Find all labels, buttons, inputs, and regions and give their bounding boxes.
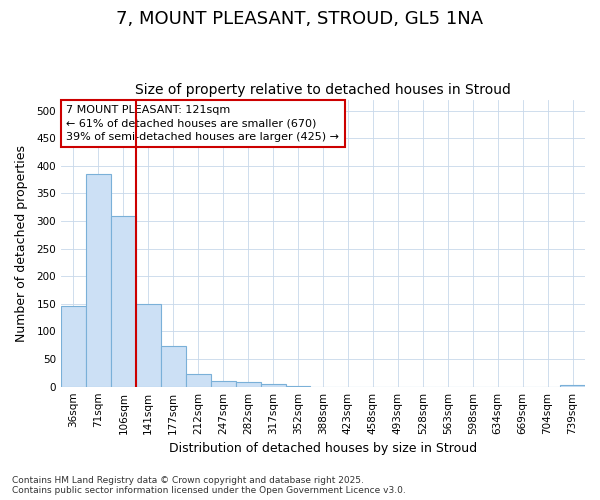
- Bar: [86, 174, 111, 386]
- X-axis label: Distribution of detached houses by size in Stroud: Distribution of detached houses by size …: [169, 442, 477, 455]
- Bar: [111, 216, 136, 386]
- Bar: [236, 382, 260, 386]
- Text: 7, MOUNT PLEASANT, STROUD, GL5 1NA: 7, MOUNT PLEASANT, STROUD, GL5 1NA: [116, 10, 484, 28]
- Text: Contains HM Land Registry data © Crown copyright and database right 2025.
Contai: Contains HM Land Registry data © Crown c…: [12, 476, 406, 495]
- Bar: [211, 381, 236, 386]
- Bar: [186, 374, 211, 386]
- Bar: [136, 304, 161, 386]
- Title: Size of property relative to detached houses in Stroud: Size of property relative to detached ho…: [135, 83, 511, 97]
- Text: 7 MOUNT PLEASANT: 121sqm
← 61% of detached houses are smaller (670)
39% of semi-: 7 MOUNT PLEASANT: 121sqm ← 61% of detach…: [66, 106, 339, 142]
- Bar: [61, 306, 86, 386]
- Bar: [161, 346, 186, 387]
- Bar: [260, 384, 286, 386]
- Bar: [560, 385, 585, 386]
- Y-axis label: Number of detached properties: Number of detached properties: [15, 144, 28, 342]
